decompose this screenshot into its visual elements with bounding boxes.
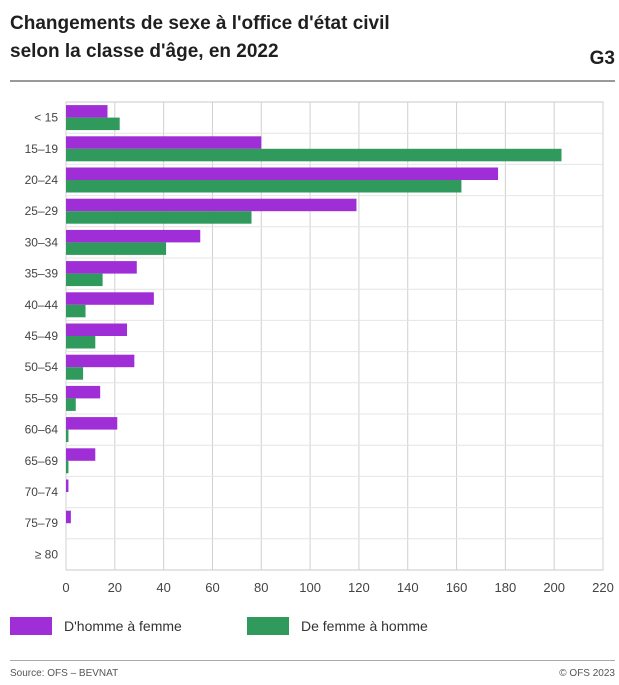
bar-female-to-male [66,336,96,349]
x-tick-label: 220 [592,580,614,595]
bar-male-to-female [66,229,201,243]
legend-item-male-to-female: D'homme à femme [10,617,182,635]
x-tick-label: 120 [348,580,370,595]
chart-title: Changements de sexe à l'office d'état ci… [10,10,390,66]
x-tick-label: 80 [254,580,268,595]
y-tick-label: 15–19 [25,142,59,156]
legend-swatch-male-to-female [10,617,52,635]
bar-female-to-male [66,460,69,474]
y-tick-label: 20–24 [25,173,59,187]
y-tick-label: 65–69 [25,454,59,468]
bar-male-to-female [66,510,71,524]
legend: D'homme à femme De femme à homme [10,617,610,641]
x-tick-label: 160 [446,580,468,595]
x-tick-label: 100 [299,580,321,595]
x-tick-label: 40 [156,580,170,595]
y-tick-label: 70–74 [25,485,59,499]
y-tick-label: 60–64 [25,423,59,437]
bar-female-to-male [66,429,69,443]
y-tick-label: 40–44 [25,298,59,312]
bar-female-to-male [66,148,562,162]
y-tick-label: 25–29 [25,204,59,218]
bar-male-to-female [66,385,101,399]
legend-label-male-to-female: D'homme à femme [64,618,182,634]
bar-male-to-female [66,323,128,336]
bar-male-to-female [66,261,137,274]
x-tick-label: 60 [205,580,219,595]
y-tick-label: 45–49 [25,329,59,343]
bar-male-to-female [66,292,154,305]
y-tick-label: < 15 [34,111,58,125]
chart-title-line-2: selon la classe d'âge, en 2022 [10,41,279,62]
bar-male-to-female [66,105,108,118]
x-tick-label: 200 [543,580,565,595]
bar-female-to-male [66,180,462,193]
y-tick-label: 35–39 [25,267,59,281]
bar-female-to-male [66,117,120,131]
bar-female-to-male [66,304,86,318]
bar-chart: 0 20 40 60 80 100 120 140 160 180 200 220 < 15 15–19 2… [25,101,614,595]
y-tick-label: 75–79 [25,516,59,530]
y-tick-label: 30–34 [25,235,59,249]
legend-swatch-female-to-male [247,617,289,635]
bar-male-to-female [66,167,499,180]
bar-male-to-female [66,479,69,492]
x-tick-label: 20 [108,580,122,595]
figure-id: G3 [589,48,615,69]
bar-female-to-male [66,367,84,380]
footer-divider [10,660,615,661]
bar-female-to-male [66,242,167,255]
bar-male-to-female [66,136,262,149]
x-tick-label: 140 [397,580,419,595]
source-note: Source: OFS – BEVNAT [10,668,119,679]
legend-item-female-to-male: De femme à homme [247,617,428,635]
legend-label-female-to-male: De femme à homme [301,618,428,634]
bar-female-to-male [66,211,252,224]
chart-title-line-1: Changements de sexe à l'office d'état ci… [10,13,390,34]
bar-female-to-male [66,398,76,411]
copyright-note: © OFS 2023 [559,668,615,679]
bar-male-to-female [66,198,357,212]
y-tick-label: 50–54 [25,360,59,374]
bar-female-to-male [66,273,103,287]
x-tick-label: 0 [62,580,69,595]
header-divider [10,80,615,82]
y-tick-label: 55–59 [25,391,59,405]
x-tick-label: 180 [495,580,517,595]
bar-male-to-female [66,354,135,368]
y-tick-label: ≥ 80 [35,547,59,561]
bar-male-to-female [66,448,96,461]
bar-male-to-female [66,417,118,430]
